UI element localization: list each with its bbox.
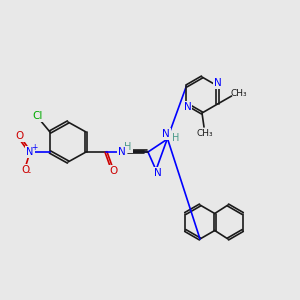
Text: H: H <box>172 133 180 143</box>
Text: N: N <box>214 78 221 88</box>
Text: N: N <box>162 129 170 139</box>
Text: -: - <box>28 169 31 178</box>
Text: O: O <box>21 165 29 175</box>
Text: N: N <box>118 147 126 157</box>
Text: N: N <box>26 147 34 157</box>
Text: N: N <box>154 168 162 178</box>
Text: CH₃: CH₃ <box>197 130 213 139</box>
Text: Cl: Cl <box>33 111 43 121</box>
Text: H: H <box>172 133 180 143</box>
Text: O: O <box>16 131 24 141</box>
Text: O: O <box>109 166 117 176</box>
Text: CH₃: CH₃ <box>230 89 247 98</box>
Text: H: H <box>124 142 132 152</box>
Text: N: N <box>184 102 191 112</box>
Text: N: N <box>162 129 170 139</box>
Text: +: + <box>31 142 37 152</box>
